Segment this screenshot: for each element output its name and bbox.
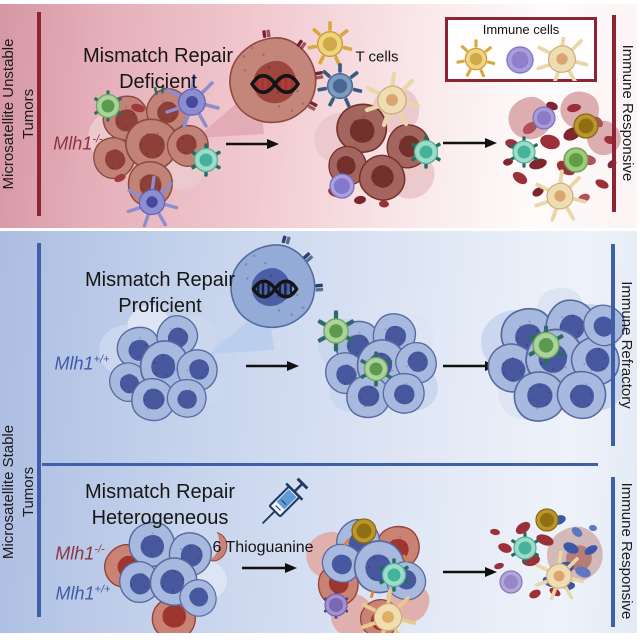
msi-outcome-label: Immune Responsive bbox=[618, 44, 636, 182]
heterogeneous-tumor-attacked-illustration bbox=[306, 513, 437, 633]
mss-tumor-refractory-illustration bbox=[317, 304, 443, 427]
msi-side-rule bbox=[37, 12, 41, 216]
t-cell-blue-icon bbox=[317, 63, 363, 108]
t-cell-teal-icon bbox=[190, 143, 222, 177]
msi-title: Mismatch Repair Deficient bbox=[82, 45, 234, 93]
mss-tumor-illustration bbox=[99, 304, 226, 431]
mss-panel: Microsatellite Stable Tumors Mismatch Re… bbox=[0, 231, 637, 633]
legend-dendritic-cell-icon bbox=[536, 32, 589, 85]
t-cell-teal-icon bbox=[378, 558, 410, 592]
lymphocyte-purple-icon bbox=[499, 570, 523, 594]
dendritic-cell-tan-icon bbox=[534, 550, 585, 601]
mmr-proficient-title: Mismatch Repair Proficient bbox=[84, 269, 236, 317]
arrow-icon bbox=[443, 138, 497, 148]
lymphocyte-purple-icon bbox=[532, 106, 556, 130]
responsive-rule bbox=[611, 477, 615, 627]
responsive-label: Immune Responsive bbox=[617, 482, 635, 620]
heterogeneous-tumor-destroyed-illustration bbox=[490, 508, 603, 601]
het-gene-deficient-label: Mlh1-/- bbox=[55, 543, 105, 564]
lymphocyte-gold-icon bbox=[351, 518, 377, 544]
treatment-label: 6 Thioguanine bbox=[212, 539, 314, 556]
antigen-marker bbox=[262, 29, 271, 39]
msi-tumor-illustration bbox=[88, 74, 222, 228]
mss-side-label: Microsatellite Stable Tumors bbox=[0, 424, 37, 560]
neoantigen-marks bbox=[153, 85, 165, 96]
refractory-rule bbox=[611, 244, 615, 446]
immune-cells-legend: Immune cells bbox=[445, 17, 597, 85]
lymphocyte-purple-icon bbox=[329, 173, 355, 199]
t-cell-yellow-icon bbox=[307, 21, 353, 66]
arrow-icon bbox=[242, 563, 297, 573]
row-divider bbox=[42, 463, 598, 466]
antigen-marker bbox=[281, 235, 291, 245]
legend-title: Immune cells bbox=[482, 22, 560, 37]
t-cell-green-icon bbox=[528, 325, 565, 365]
refractory-label: Immune Refractory bbox=[617, 281, 635, 409]
msi-panel-art bbox=[88, 21, 621, 228]
dendritic-cell-tan-icon bbox=[367, 74, 418, 125]
msi-tumor-attacked-illustration bbox=[314, 74, 442, 210]
arrow-icon bbox=[226, 139, 279, 149]
t-cell-teal-icon bbox=[510, 532, 540, 564]
het-gene-proficient-label: Mlh1+/+ bbox=[55, 583, 111, 604]
msi-gene-label: Mlh1-/- bbox=[53, 133, 103, 154]
msi-tumor-destroyed-illustration bbox=[503, 83, 621, 222]
dendritic-cell-purple-icon bbox=[165, 74, 220, 129]
mmr-heterogeneous-title: Mismatch Repair Heterogeneous bbox=[84, 481, 236, 529]
msi-panel: Microsatellite Unstable Tumors Mismatch … bbox=[0, 4, 637, 228]
mss-panel-art bbox=[99, 235, 633, 633]
msi-outcome-rule bbox=[612, 15, 616, 212]
legend-t-cell-icon bbox=[456, 39, 496, 78]
antigen-marker bbox=[315, 283, 324, 292]
lymphocyte-purple-icon bbox=[323, 591, 349, 619]
t-cells-label: T cells bbox=[355, 48, 399, 66]
syringe-icon bbox=[261, 477, 309, 525]
t-cell-green-icon bbox=[93, 90, 123, 122]
dendritic-cell-purple-icon bbox=[126, 175, 179, 228]
mmr-proficient-cell-illustration bbox=[230, 235, 324, 329]
arrow-icon bbox=[443, 567, 497, 577]
dendritic-cell-tan-icon bbox=[534, 169, 587, 222]
t-cell-green-icon bbox=[359, 351, 393, 387]
t-cell-teal-icon bbox=[410, 135, 442, 169]
lymphocyte-gold-icon bbox=[535, 508, 559, 532]
t-cell-teal-icon bbox=[509, 136, 539, 168]
arrow-icon bbox=[246, 361, 299, 371]
antigen-marker bbox=[314, 70, 324, 80]
legend-icons bbox=[456, 32, 589, 85]
dendritic-cell-tan-icon bbox=[361, 589, 416, 633]
mss-side-rule bbox=[37, 243, 41, 617]
mmr-deficient-cell-illustration bbox=[228, 29, 324, 124]
t-cell-green-icon bbox=[317, 310, 355, 352]
legend-lymphocyte-icon bbox=[506, 46, 534, 74]
mss-tumor-grown-illustration bbox=[479, 280, 633, 430]
mss-gene-label: Mlh1+/+ bbox=[54, 353, 110, 374]
t-cell-green-icon bbox=[563, 147, 589, 173]
lymphocyte-gold-icon bbox=[573, 113, 599, 139]
msi-side-label: Microsatellite Unstable Tumors bbox=[0, 38, 37, 190]
